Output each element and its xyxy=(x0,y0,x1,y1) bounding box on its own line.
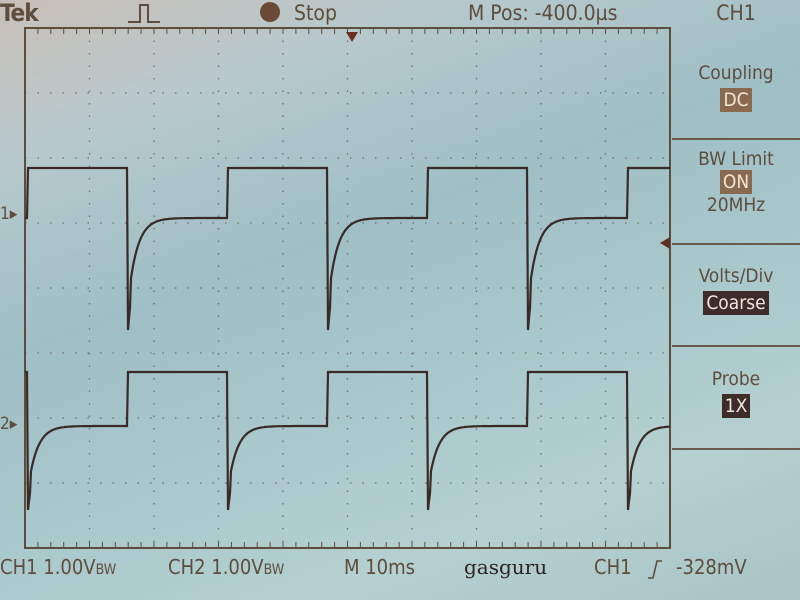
run-state[interactable]: Stop xyxy=(294,1,337,25)
volts-div-button[interactable]: Volts/Div Coarse xyxy=(672,265,800,315)
menu-divider xyxy=(672,138,800,140)
coupling-label: Coupling xyxy=(698,62,774,84)
bw-limit-button[interactable]: BW Limit ON 20MHz xyxy=(672,148,800,216)
probe-label: Probe xyxy=(711,368,761,390)
trigger-source: CH1 xyxy=(594,555,632,579)
menu-divider xyxy=(672,243,800,245)
stop-dot-icon xyxy=(260,2,280,22)
ch2-trace xyxy=(25,370,671,511)
volts-div-value: Coarse xyxy=(703,291,769,315)
trigger-level-marker xyxy=(660,237,670,249)
user-label: gasguru xyxy=(464,555,548,579)
probe-value: 1X xyxy=(721,394,751,418)
ch1-trace xyxy=(25,166,670,331)
ch2-marker[interactable]: 2▸ xyxy=(0,414,18,434)
coupling-value: DC xyxy=(720,88,752,112)
volts-div-label: Volts/Div xyxy=(698,265,774,287)
menu-divider xyxy=(672,345,800,347)
bw-limit-value: ON xyxy=(719,170,753,194)
trigger-level: -328mV xyxy=(676,555,747,579)
ch2-scale: CH2 1.00VBW xyxy=(168,555,285,579)
timebase: M 10ms xyxy=(344,555,416,579)
horizontal-position: M Pos: -400.0µs xyxy=(468,1,618,25)
ch1-marker[interactable]: 1▸ xyxy=(0,204,18,224)
rising-edge-icon xyxy=(648,560,662,579)
brand-logo: Tek xyxy=(0,0,39,27)
menu-title: CH1 xyxy=(716,1,756,25)
ch1-scale: CH1 1.00VBW xyxy=(0,555,117,579)
pulse-trigger-icon xyxy=(128,4,160,23)
bw-limit-sub: 20MHz xyxy=(706,194,766,216)
graticule-border xyxy=(24,27,671,549)
menu-divider xyxy=(672,448,800,450)
probe-button[interactable]: Probe 1X xyxy=(672,368,800,418)
coupling-button[interactable]: Coupling DC xyxy=(672,62,800,112)
bw-limit-label: BW Limit xyxy=(698,148,774,170)
trigger-position-marker xyxy=(346,32,358,42)
